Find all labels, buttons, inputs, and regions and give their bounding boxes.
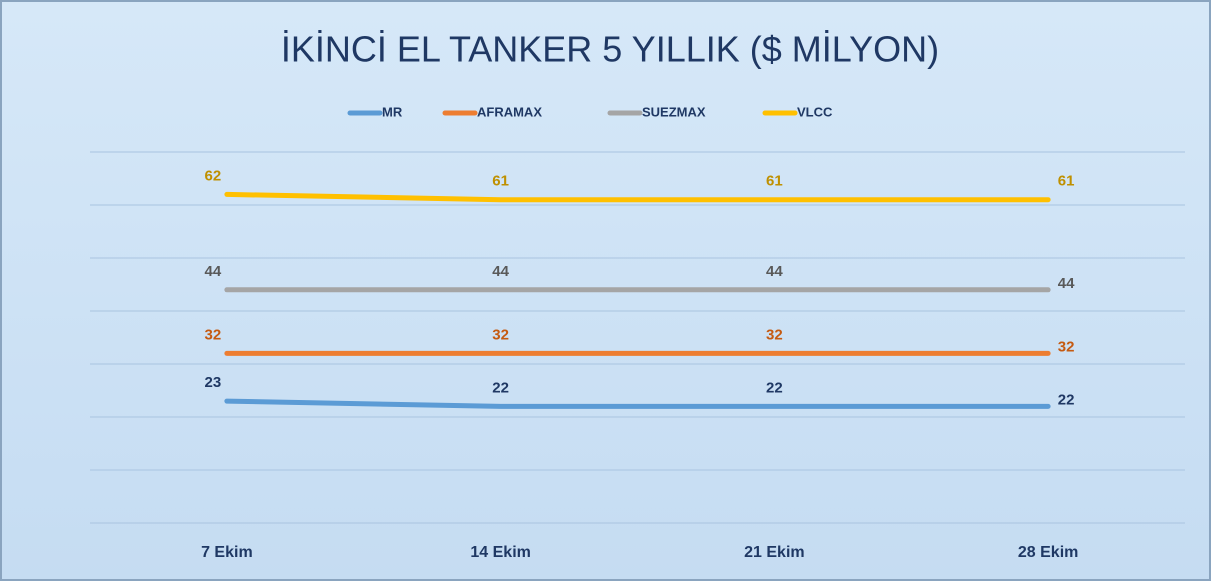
- data-label: 62: [205, 167, 222, 184]
- data-label: 22: [492, 379, 509, 396]
- data-label: 61: [492, 173, 509, 190]
- data-label: 32: [1058, 338, 1075, 355]
- data-label: 61: [766, 173, 783, 190]
- data-label: 23: [205, 374, 222, 391]
- data-label: 44: [1058, 275, 1075, 292]
- data-label: 44: [492, 263, 509, 280]
- data-label: 32: [766, 326, 783, 343]
- x-tick-label: 28 Ekim: [1018, 544, 1078, 561]
- data-label: 22: [766, 379, 783, 396]
- legend-label: MR: [382, 104, 403, 119]
- data-label: 32: [492, 326, 509, 343]
- series-line: [224, 191, 1051, 203]
- x-tick-label: 21 Ekim: [744, 544, 804, 561]
- x-tick-label: 7 Ekim: [201, 544, 253, 561]
- data-label: 44: [205, 263, 222, 280]
- x-tick-label: 14 Ekim: [470, 544, 530, 561]
- chart-title: İKİNCİ EL TANKER 5 YILLIK ($ MİLYON): [281, 29, 939, 70]
- series-line: [224, 398, 1051, 409]
- data-label: 44: [766, 263, 783, 280]
- data-label: 61: [1058, 173, 1075, 190]
- legend-label: VLCC: [797, 104, 833, 119]
- legend-label: SUEZMAX: [642, 104, 706, 119]
- data-label: 32: [205, 326, 222, 343]
- data-label: 22: [1058, 391, 1075, 408]
- legend-label: AFRAMAX: [477, 104, 542, 119]
